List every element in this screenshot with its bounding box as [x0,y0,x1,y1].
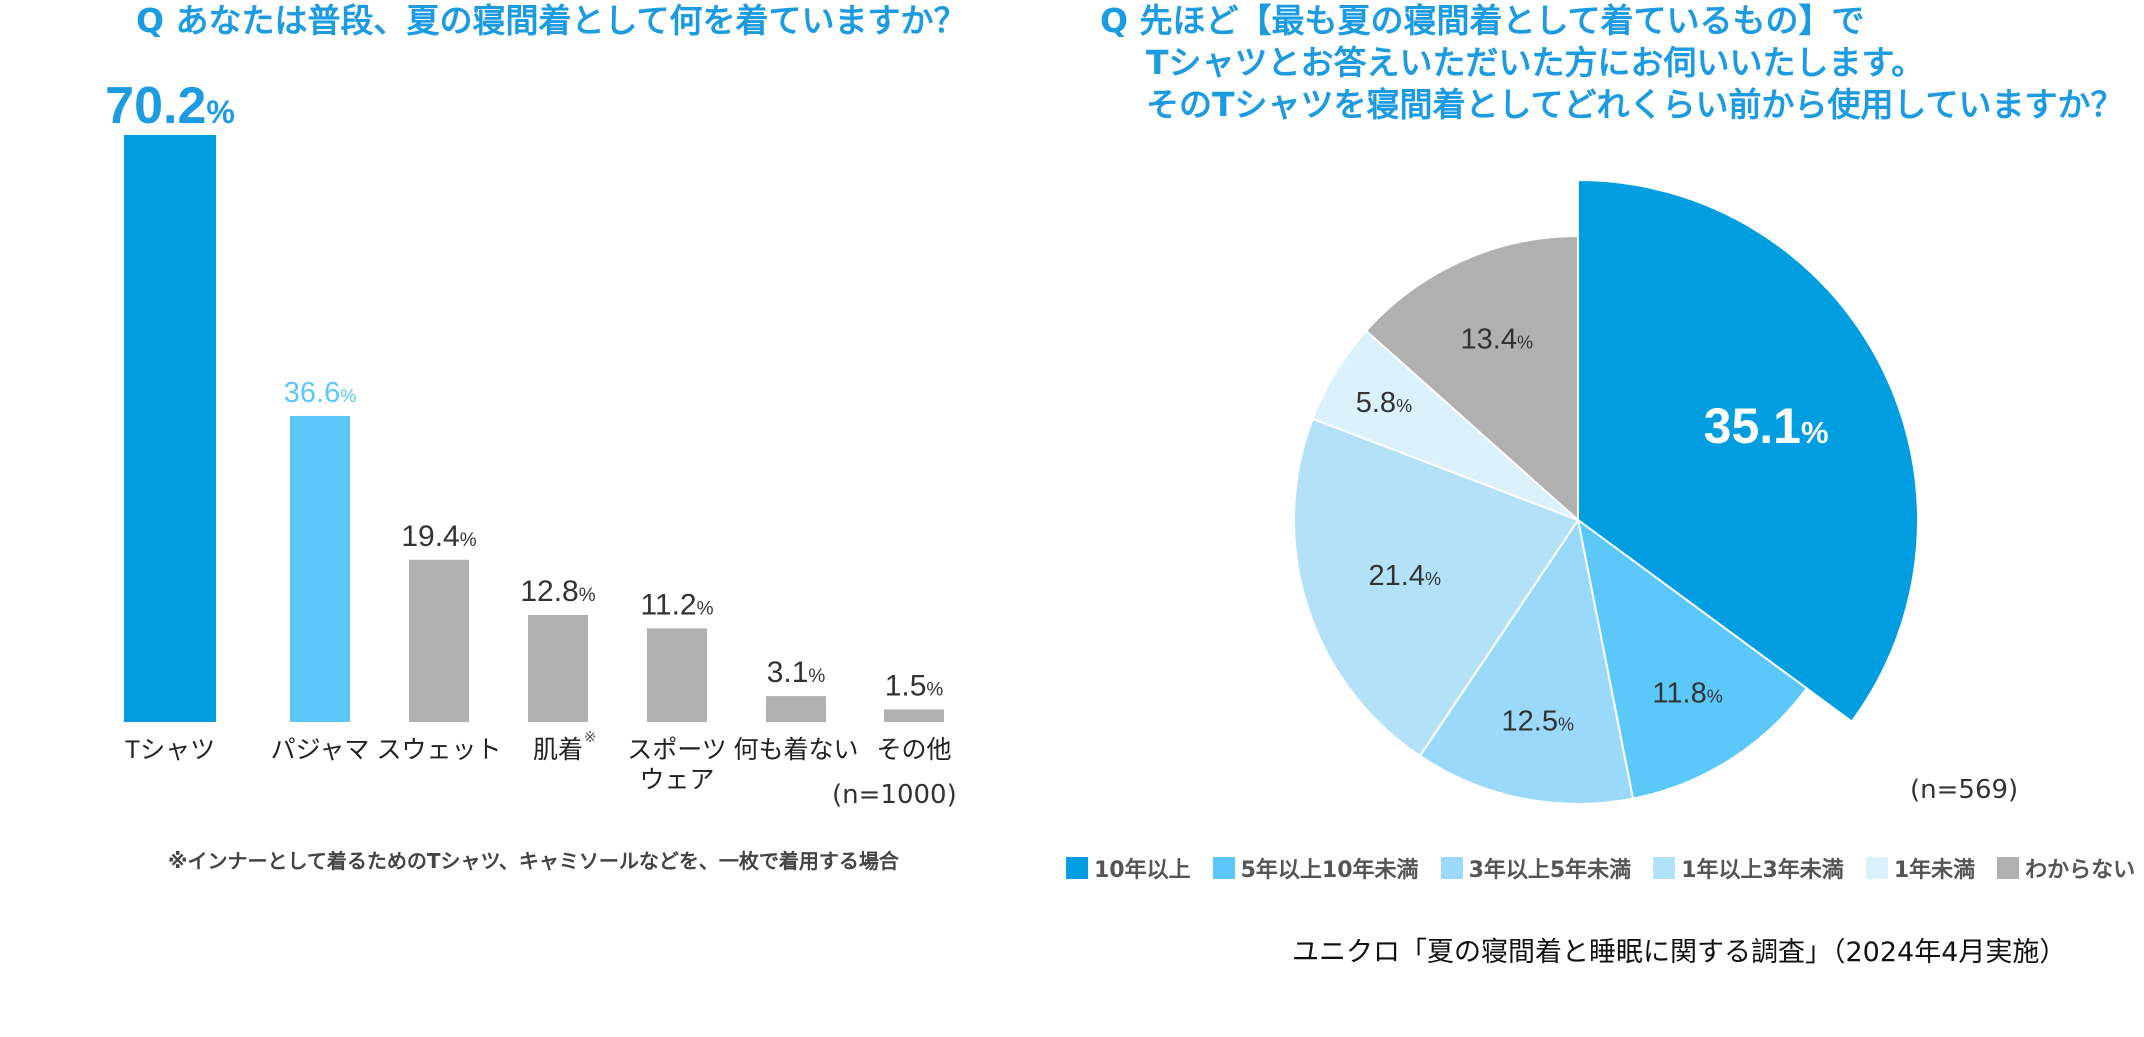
bar-0 [124,135,216,722]
bar-category-label-6: その他 [876,736,951,764]
bar-category-label-1: パジャマ [271,736,370,764]
pie-slice-0 [1577,178,1919,723]
legend-swatch-0 [1066,857,1088,879]
pie-legend: 10年以上 5年以上10年未満 3年以上5年未満 1年以上3年未満 1年未満 わからない [1066,852,2135,884]
legend-item-3: 1年以上3年未満 [1653,852,1844,884]
pie-sample-size: (n=569) [1910,775,2019,805]
legend-label-5: わからない [2025,858,2136,883]
bar-value-label-6: 1.5% [885,669,944,702]
bar-3 [528,614,588,722]
bar-category-note-mark-3: ※ [584,729,597,746]
pie-slice-2 [1418,517,1635,805]
bar-value-label-5: 3.1% [767,656,826,689]
footnote: ※インナーとして着るためのTシャツ、キャミソールなどを、一枚で着用する場合 [168,849,899,873]
legend-swatch-5 [1997,857,2020,879]
pie-question-line-3: そのTシャツを寝間着としてどれくらい前から使用していますか？ [1146,85,2124,124]
pie-value-label-0: 35.1% [1704,398,1829,454]
bar-2 [409,559,469,722]
legend-label-2: 3年以上5年未満 [1468,858,1632,883]
bar-category-label-5: 何も着ない [733,736,858,764]
bar-5 [766,696,826,722]
legend-label-0: 10年以上 [1094,858,1191,883]
bar-1 [290,415,350,722]
bar-sample-size: (n=1000) [832,780,957,810]
legend-item-0: 10年以上 [1066,852,1191,884]
legend-item-2: 3年以上5年未満 [1440,852,1632,884]
legend-label-3: 1年以上3年未満 [1681,858,1844,883]
legend-swatch-2 [1440,857,1463,879]
pie-slice-5 [1364,234,1579,523]
bar-value-label-2: 19.4% [401,520,476,553]
pie-chart-question: Q 先ほど【最も夏の寝間着として着ているもの】で Tシャツとお答えいただいた方に… [1100,0,2124,126]
bar-4 [647,628,707,722]
bar-category-label-2: スウェット [376,736,501,764]
legend-swatch-4 [1865,857,1888,879]
pie-value-label-3: 21.4% [1369,560,1441,592]
bar-category-label-4-line-0: スポーツ [627,736,727,764]
legend-item-5: わからない [1997,852,2135,884]
legend-swatch-1 [1212,857,1235,879]
pie-slice-3 [1293,417,1580,758]
legend-item-4: 1年未満 [1865,852,1976,884]
bar-value-label-0: 70.2% [105,77,235,135]
pie-slice-1 [1576,517,1809,800]
bar-value-label-1: 36.6% [284,377,356,409]
bar-category-label-3: 肌着 [533,736,583,764]
bar-category-label-4-line-1: ウェア [639,766,714,794]
pie-value-label-2: 12.5% [1502,705,1574,737]
pie-value-label-4: 5.8% [1356,387,1412,419]
bar-6 [884,709,944,722]
bar-category-label-0: Tシャツ [125,736,215,764]
pie-question-line-1: Q 先ほど【最も夏の寝間着として着ているもの】で [1100,1,1865,40]
pie-value-label-5: 13.4% [1461,324,1533,356]
legend-label-1: 5年以上10年未満 [1240,858,1419,883]
pie-question-line-2: Tシャツとお答えいただいた方にお伺いいたします。 [1146,43,1925,82]
legend-item-1: 5年以上10年未満 [1212,852,1419,884]
bar-value-label-3: 12.8% [520,575,595,608]
bar-value-label-4: 11.2% [640,588,713,621]
legend-swatch-3 [1653,857,1676,879]
bar-chart-question: Q あなたは普段、夏の寝間着として何を着ていますか？ [136,1,967,40]
legend-label-4: 1年未満 [1893,858,1976,883]
source-citation: ユニクロ「夏の寝間着と睡眠に関する調査」（2024年4月実施） [1292,937,2067,968]
pie-value-label-1: 11.8% [1652,678,1722,710]
